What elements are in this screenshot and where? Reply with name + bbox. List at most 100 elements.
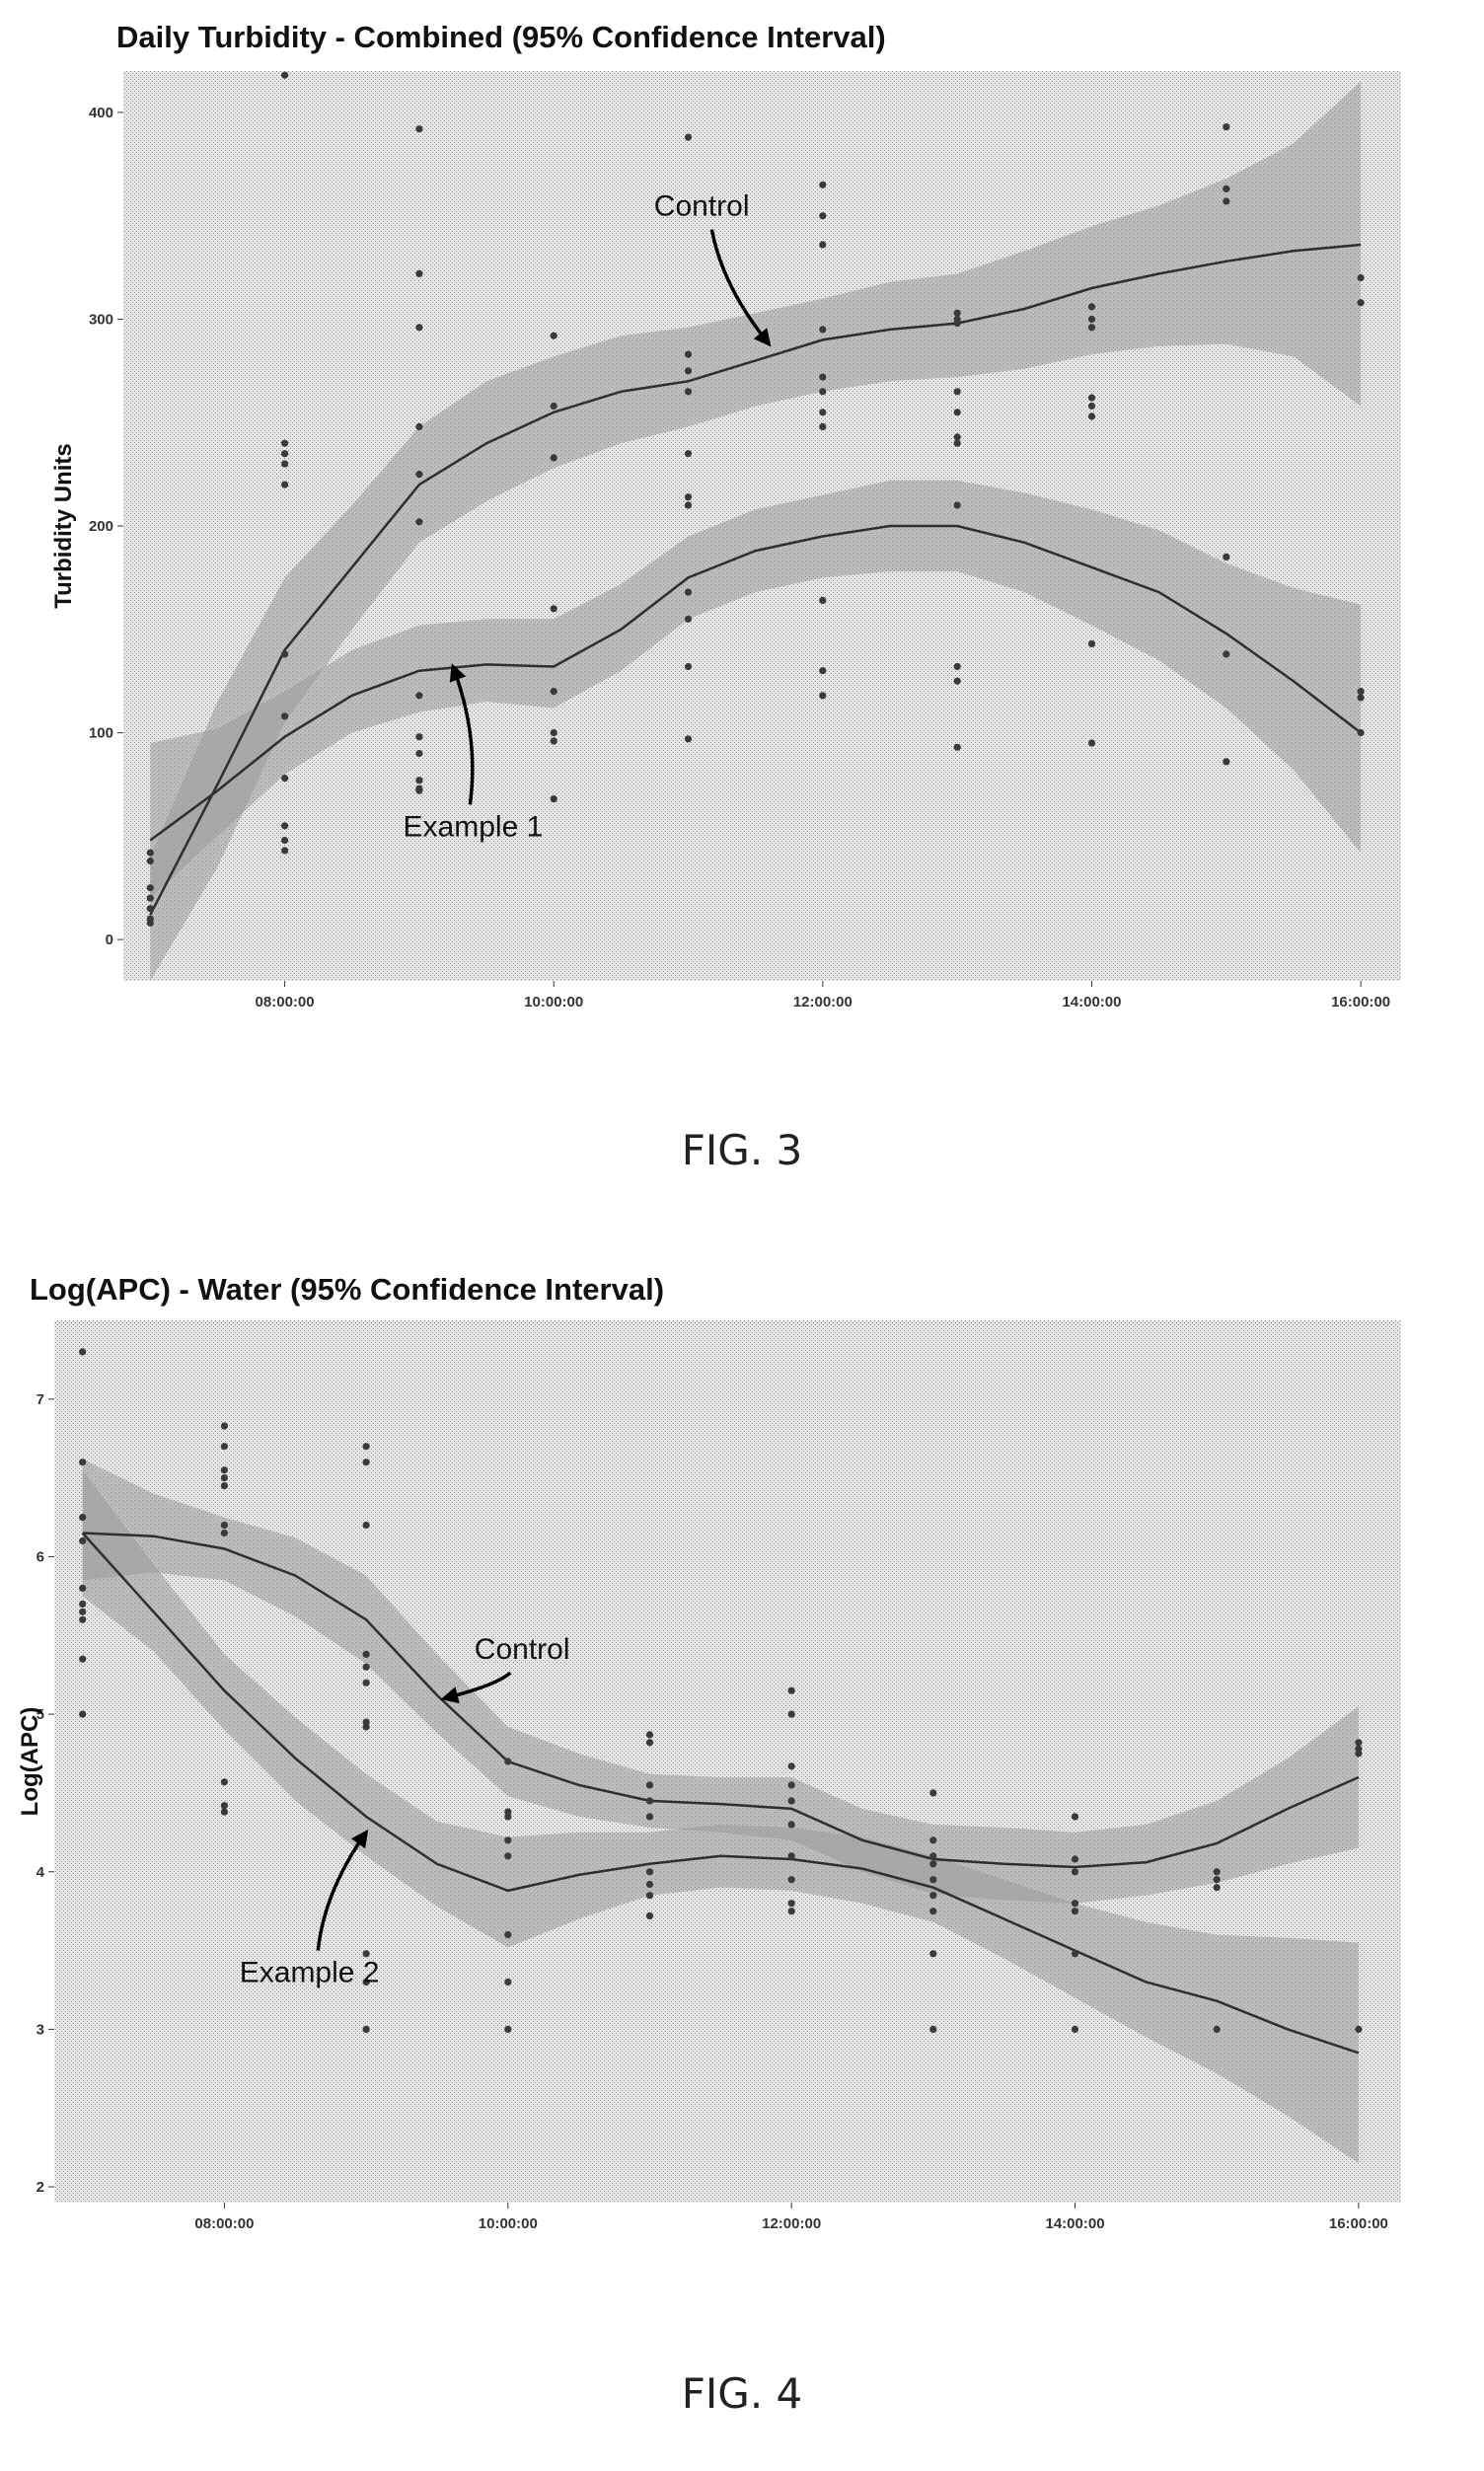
chart1-point bbox=[684, 450, 693, 458]
chart1-point bbox=[684, 388, 693, 396]
chart1-point bbox=[281, 650, 289, 658]
chart2-point bbox=[1071, 1908, 1079, 1915]
chart1-point bbox=[146, 905, 154, 913]
chart1-point bbox=[819, 409, 827, 416]
chart1-band-control bbox=[150, 81, 1362, 981]
chart2-line-control bbox=[82, 1532, 1360, 1869]
chart1-point bbox=[684, 493, 693, 501]
chart1-x-tick-label: 12:00:00 bbox=[793, 994, 853, 1011]
chart2-point bbox=[504, 1931, 512, 1939]
chart1-point bbox=[819, 241, 827, 249]
chart1-point bbox=[415, 269, 423, 277]
chart1-point bbox=[819, 692, 827, 700]
chart1-point bbox=[1357, 299, 1365, 307]
chart1-point bbox=[281, 712, 289, 720]
chart2-point bbox=[220, 1422, 228, 1430]
chart2-point bbox=[787, 1781, 795, 1789]
chart1-point bbox=[146, 857, 154, 865]
chart2-point bbox=[929, 1876, 937, 1884]
chart2-y-ticks: 2 3 4 5 6 7 bbox=[37, 1391, 54, 2196]
chart2-annotation-arrow bbox=[316, 1829, 369, 1951]
chart2-point bbox=[79, 1608, 87, 1615]
chart1-x-tick-label: 14:00:00 bbox=[1062, 994, 1121, 1011]
chart1-point bbox=[684, 367, 693, 375]
chart2-point bbox=[1071, 1855, 1079, 1863]
chart2-point bbox=[362, 1950, 370, 1958]
chart2-y-tick-label: 7 bbox=[37, 1391, 44, 1408]
chart1-line-control bbox=[149, 243, 1362, 916]
chart2-point bbox=[787, 1876, 795, 1884]
chart1-point bbox=[1223, 553, 1230, 562]
chart2-y-label: Log(APC) bbox=[17, 1707, 43, 1817]
chart2-point bbox=[645, 1892, 654, 1900]
chart2-point bbox=[645, 1781, 654, 1789]
chart2-point bbox=[787, 1710, 795, 1718]
chart2-x-tick-label: 10:00:00 bbox=[479, 2215, 538, 2232]
chart1-point bbox=[1087, 315, 1096, 324]
chart1-point bbox=[1087, 394, 1096, 402]
chart1-point bbox=[684, 615, 693, 623]
chart1-point bbox=[1357, 273, 1365, 282]
chart1-point bbox=[281, 836, 289, 845]
chart1-point bbox=[415, 786, 423, 794]
chart2-point bbox=[787, 1821, 795, 1829]
chart1-points bbox=[146, 71, 1365, 927]
chart2-x-tick-label: 14:00:00 bbox=[1046, 2215, 1105, 2232]
chart2-point bbox=[1355, 1750, 1363, 1758]
chart1-point bbox=[146, 919, 154, 927]
chart2-point bbox=[220, 1529, 228, 1537]
chart1-point bbox=[953, 433, 961, 441]
chart2-point bbox=[79, 1655, 87, 1663]
chart1-point bbox=[953, 677, 961, 685]
fig3-label: FIG. 3 bbox=[682, 1126, 803, 1174]
chart1-annotation-control: Control bbox=[654, 190, 750, 223]
chart2-point bbox=[362, 1521, 370, 1530]
chart2-point bbox=[929, 1950, 937, 1958]
chart1-point bbox=[1087, 303, 1096, 311]
chart2-band-control bbox=[82, 1459, 1359, 1904]
chart2-annotations: Control Example 2 bbox=[240, 1633, 570, 1988]
chart1-point bbox=[550, 728, 557, 737]
chart2-point bbox=[929, 1908, 937, 1915]
chart2-point bbox=[1071, 1868, 1079, 1876]
chart1-point bbox=[550, 332, 557, 339]
chart2-y-tick-label: 5 bbox=[37, 1706, 44, 1723]
chart1-point bbox=[550, 454, 557, 462]
chart2-point bbox=[220, 1521, 228, 1530]
chart1-point bbox=[684, 735, 693, 743]
chart2-point bbox=[929, 1860, 937, 1868]
chart1-point bbox=[281, 481, 289, 488]
chart2-point bbox=[362, 1459, 370, 1466]
chart2-point bbox=[79, 1710, 87, 1718]
chart1-point bbox=[953, 409, 961, 416]
chart1-point bbox=[550, 688, 557, 696]
chart1-fit-lines bbox=[149, 243, 1362, 916]
chart2-point bbox=[1213, 1876, 1221, 1884]
chart2-point bbox=[504, 1836, 512, 1844]
chart2-point bbox=[362, 1679, 370, 1686]
chart1-point bbox=[819, 326, 827, 334]
chart2-point bbox=[220, 1482, 228, 1490]
chart1-point bbox=[415, 518, 423, 526]
chart1-line-example-1 bbox=[149, 524, 1362, 842]
chart1-point bbox=[953, 662, 961, 671]
chart2-point bbox=[929, 1836, 937, 1844]
chart1-point bbox=[281, 439, 289, 447]
chart2-point bbox=[645, 1731, 654, 1739]
chart1-confidence-bands bbox=[150, 81, 1362, 981]
chart1-point bbox=[281, 775, 289, 783]
chart1-point bbox=[1087, 324, 1096, 332]
chart2-point bbox=[1071, 2025, 1079, 2033]
chart2-annotation-example-2: Example 2 bbox=[240, 1957, 380, 1989]
chart1-y-tick-label: 0 bbox=[106, 932, 113, 948]
chart1-point bbox=[1223, 197, 1230, 205]
chart2-point bbox=[929, 1852, 937, 1860]
chart1-point bbox=[415, 125, 423, 133]
chart1-title: Daily Turbidity - Combined (95% Confiden… bbox=[116, 20, 886, 54]
chart2-point bbox=[645, 1797, 654, 1805]
chart2-point bbox=[504, 1813, 512, 1821]
chart1-point bbox=[1357, 688, 1365, 696]
chart2-point bbox=[645, 1868, 654, 1876]
chart1-point bbox=[1223, 123, 1230, 131]
